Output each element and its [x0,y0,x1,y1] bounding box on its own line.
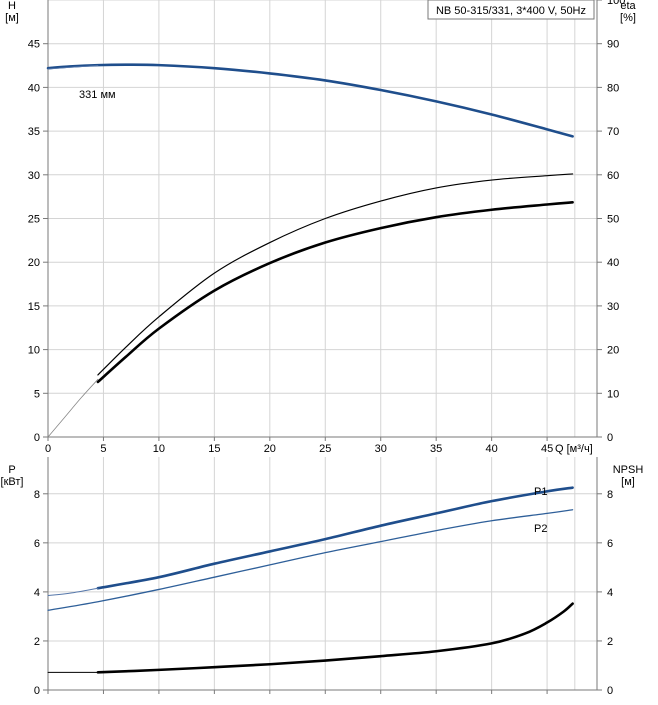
x-tick-label: 10 [153,443,165,455]
series-label-p1: P1 [534,486,547,498]
y2-tick-label: 30 [607,301,619,313]
series-line-0-4 [47,378,99,438]
y2-tick-label: 60 [607,170,619,182]
series-line-0-2 [97,173,574,376]
y-tick-label: 5 [34,388,40,400]
series-line-1-3 [96,602,574,674]
x-tick-label: 40 [486,443,498,455]
series-line-1-1 [47,587,99,597]
y2-tick-label: 10 [607,388,619,400]
panel-0 [43,0,602,441]
y-tick-label: 6 [34,538,40,550]
series-line-0-0 [46,63,574,138]
title-box [427,0,595,20]
y-tick-label: 30 [28,170,40,182]
x-tick-label: 20 [264,443,276,455]
y2-tick-label: 90 [607,39,619,51]
y2-tick-label: 2 [607,636,613,648]
y2-tick-label: 8 [607,489,613,501]
series-line-0-3 [96,201,574,384]
panel-1 [43,457,602,694]
y-tick-label: 2 [34,636,40,648]
y-tick-label: 25 [28,214,40,226]
y2-tick-label: 40 [607,257,619,269]
y2-tick-label: 50 [607,214,619,226]
y2-axis-unit: [%] [620,12,636,24]
chart-title: NB 50-315/331, 3*400 V, 50Hz [436,5,586,17]
y-tick-label: 15 [28,301,40,313]
y-axis-unit: [кВт] [1,476,24,488]
series-line-1-0 [96,486,574,590]
y-axis-unit: [м] [5,12,19,24]
y-tick-label: 4 [34,587,40,599]
y2-tick-label: 0 [607,685,613,697]
y-tick-label: 10 [28,345,40,357]
y-axis-title: P [8,464,15,476]
y2-tick-label: 80 [607,82,619,94]
y-tick-label: 20 [28,257,40,269]
y2-axis-title: eta [620,0,636,12]
series-label-p2: P2 [534,523,547,535]
y2-tick-label: 100 [607,0,625,7]
series-label-331: 331 мм [79,89,116,101]
y2-tick-label: 70 [607,126,619,138]
series-line-0-1 [47,65,99,70]
x-tick-label: 35 [430,443,442,455]
y-tick-label: 8 [34,489,40,501]
y-tick-label: 0 [34,432,40,444]
x-tick-label: 30 [375,443,387,455]
y2-axis-title: NPSH [613,464,644,476]
x-tick-label: 5 [100,443,106,455]
x-tick-label: 45 [541,443,553,455]
y-tick-label: 0 [34,685,40,697]
x-axis-title: Q [м³/ч] [555,443,593,455]
y2-tick-label: 4 [607,587,613,599]
y2-tick-label: 0 [607,432,613,444]
x-tick-label: 15 [208,443,220,455]
y-tick-label: 45 [28,39,40,51]
y2-axis-unit: [м] [621,476,635,488]
x-tick-label: 0 [45,443,51,455]
x-tick-label: 25 [319,443,331,455]
y2-tick-label: 6 [607,538,613,550]
y-tick-label: 40 [28,82,40,94]
series-line-1-2 [47,509,574,611]
y-tick-label: 35 [28,126,40,138]
y2-tick-label: 20 [607,345,619,357]
y-axis-title: H [8,0,16,12]
